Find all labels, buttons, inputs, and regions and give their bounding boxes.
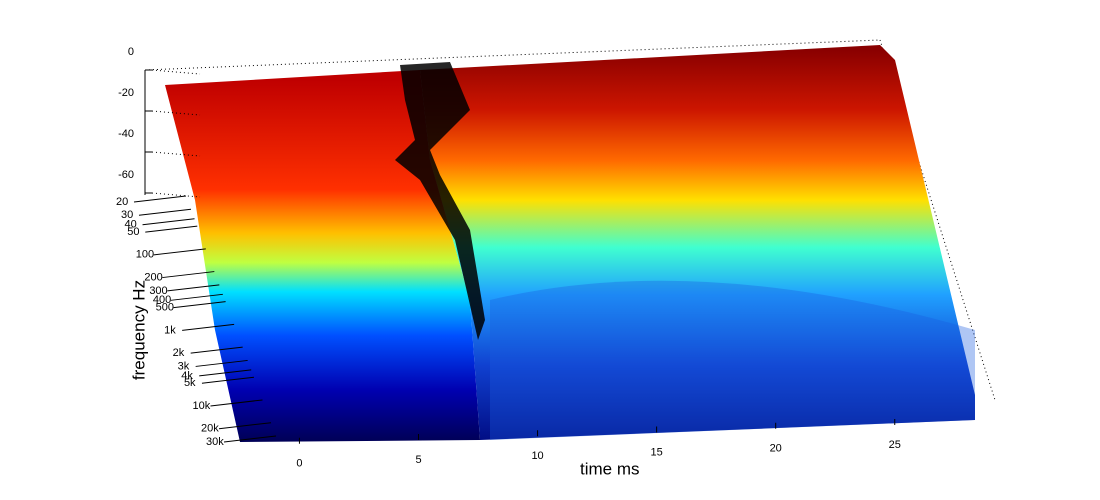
y-tick-label: 3k: [178, 360, 190, 372]
z-tick-label: -40: [118, 128, 134, 140]
y-tick: [223, 435, 277, 443]
y-tick: [190, 346, 243, 354]
y-tick: [170, 293, 223, 301]
y-tick-label: 20: [116, 196, 128, 208]
z-grid-line: [151, 192, 201, 198]
y-tick: [199, 369, 252, 377]
y-tick: [153, 248, 206, 256]
y-tick-label: 40: [125, 219, 137, 231]
y-tick: [201, 376, 255, 384]
z-tick-label: -60: [118, 169, 134, 181]
y-tick-label: 200: [144, 271, 162, 283]
y-tick-label: 10k: [192, 400, 210, 412]
y-tick-label: 5k: [184, 377, 196, 389]
y-tick-label: 500: [156, 302, 174, 314]
y-tick: [145, 225, 198, 233]
y-tick: [142, 218, 195, 226]
y-tick-label: 20k: [201, 423, 219, 435]
y-tick-label: 100: [136, 249, 154, 261]
y-tick: [133, 195, 187, 203]
y-tick-label: 400: [153, 294, 171, 306]
y-tick: [167, 284, 220, 292]
box-edge: [144, 39, 996, 401]
y-tick: [162, 271, 215, 279]
x-tick-label: 10: [531, 450, 543, 462]
y-tick-label: 2k: [173, 347, 185, 359]
noise-floor: [490, 280, 975, 440]
y-axis-label: frequency Hz: [129, 280, 148, 380]
y-tick: [218, 422, 272, 430]
y-tick-label: 4k: [181, 370, 193, 382]
y-tick-label: 1k: [164, 324, 176, 336]
y-tick: [173, 301, 226, 309]
y-tick-label: 30: [121, 209, 133, 221]
y-tick-label: 30k: [206, 436, 224, 448]
z-tick-label: 0: [128, 46, 134, 58]
ridge: [395, 62, 485, 340]
y-tick: [138, 208, 192, 216]
x-axis-label: time ms: [580, 459, 640, 478]
y-tick: [182, 323, 235, 331]
z-grid-line: [151, 69, 201, 75]
x-tick-label: 15: [651, 446, 663, 458]
x-tick-label: 5: [415, 454, 421, 466]
z-tick-label: -20: [118, 87, 134, 99]
y-tick: [195, 359, 248, 367]
z-grid-line: [151, 151, 201, 157]
surface-late: [420, 45, 975, 440]
y-tick: [210, 399, 263, 407]
x-tick-label: 25: [889, 439, 901, 451]
y-tick-label: 300: [149, 285, 167, 297]
z-grid-line: [151, 110, 201, 116]
x-tick-label: 0: [296, 458, 302, 470]
surface: [144, 39, 996, 442]
x-tick-label: 20: [770, 443, 782, 455]
y-tick-label: 50: [127, 226, 139, 238]
